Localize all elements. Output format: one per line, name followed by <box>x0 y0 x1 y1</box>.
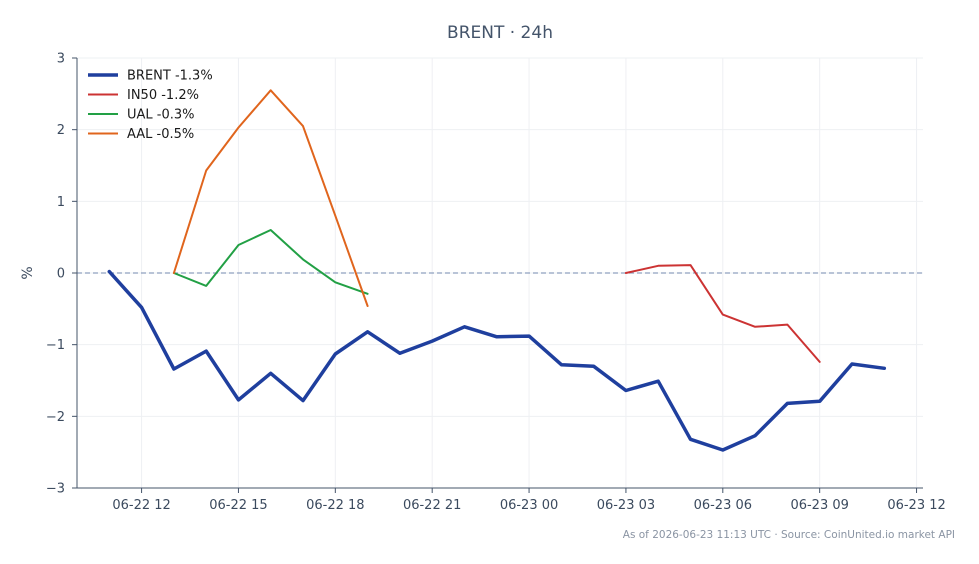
x-tick-label: 06-23 09 <box>790 498 848 513</box>
x-tick-label: 06-23 00 <box>500 498 558 513</box>
x-tick-label: 06-22 21 <box>403 498 461 513</box>
y-tick-label: −2 <box>46 410 65 425</box>
y-tick-label: −3 <box>46 482 65 497</box>
legend-entry: BRENT -1.3% <box>127 69 213 84</box>
legend-entry: AAL -0.5% <box>127 127 194 142</box>
y-tick-label: 2 <box>57 123 65 138</box>
legend-entry: UAL -0.3% <box>127 108 195 123</box>
legend: BRENT -1.3% IN50 -1.2% UAL -0.3% AAL -0.5% <box>88 69 213 142</box>
chart-title: BRENT · 24h <box>447 23 553 43</box>
legend-entry: IN50 -1.2% <box>127 88 199 103</box>
series-line-0 <box>107 269 887 452</box>
y-tick-label: 1 <box>57 195 65 210</box>
x-axis-ticks: 06-22 12 06-22 15 06-22 18 06-22 21 06-23 00… <box>112 488 946 513</box>
y-axis-label: % <box>20 266 36 279</box>
grid <box>77 57 923 489</box>
x-tick-label: 06-22 18 <box>306 498 364 513</box>
series-line-2 <box>172 229 369 295</box>
x-tick-label: 06-23 03 <box>597 498 655 513</box>
x-tick-label: 06-22 12 <box>112 498 170 513</box>
y-axis-ticks: −3 −2 −1 0 1 2 3 <box>46 52 77 497</box>
series-line-3 <box>172 89 369 307</box>
x-tick-label: 06-23 06 <box>694 498 752 513</box>
y-tick-label: 0 <box>57 267 65 282</box>
footer-source: As of 2026-06-23 11:13 UTC · Source: Coi… <box>623 529 955 541</box>
x-tick-label: 06-22 15 <box>209 498 267 513</box>
y-tick-label: −1 <box>46 338 65 353</box>
series-line-1 <box>624 264 821 363</box>
x-tick-label: 06-23 12 <box>887 498 945 513</box>
series-layer <box>107 89 887 452</box>
y-tick-label: 3 <box>57 52 65 67</box>
